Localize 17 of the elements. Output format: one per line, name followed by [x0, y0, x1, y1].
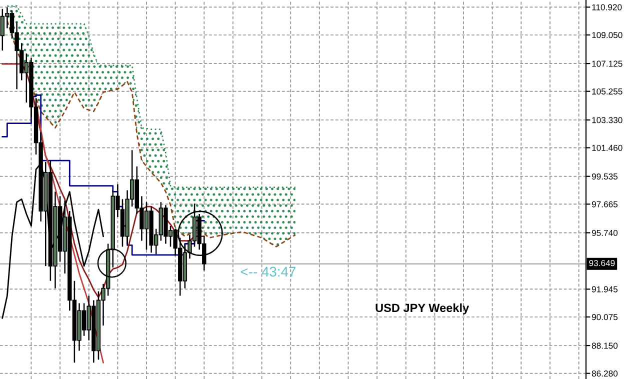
ref-line-label: 93.649 [589, 260, 615, 266]
y-tick-label: 95.740 [592, 230, 618, 236]
y-tick-label: 91.945 [592, 286, 618, 292]
line-series [6, 5, 296, 188]
y-tick-label: 110.920 [592, 4, 622, 10]
y-tick-label: 88.150 [592, 342, 618, 349]
annotation: <-- 43:47 [240, 266, 296, 277]
text: USD JPY Weekly [376, 303, 470, 314]
y-tick-label: 99.535 [592, 173, 618, 180]
y-tick-label: 90.075 [592, 314, 618, 320]
y-tick-label: 86.280 [592, 370, 618, 377]
y-tick-label: 107.125 [592, 60, 622, 67]
y-tick-label: 105.255 [592, 88, 622, 95]
y-tick-label: 97.665 [592, 201, 618, 208]
y-tick-label: 109.050 [592, 32, 622, 38]
y-tick-label: 101.460 [592, 144, 622, 151]
y-tick-label: 103.330 [592, 117, 622, 124]
